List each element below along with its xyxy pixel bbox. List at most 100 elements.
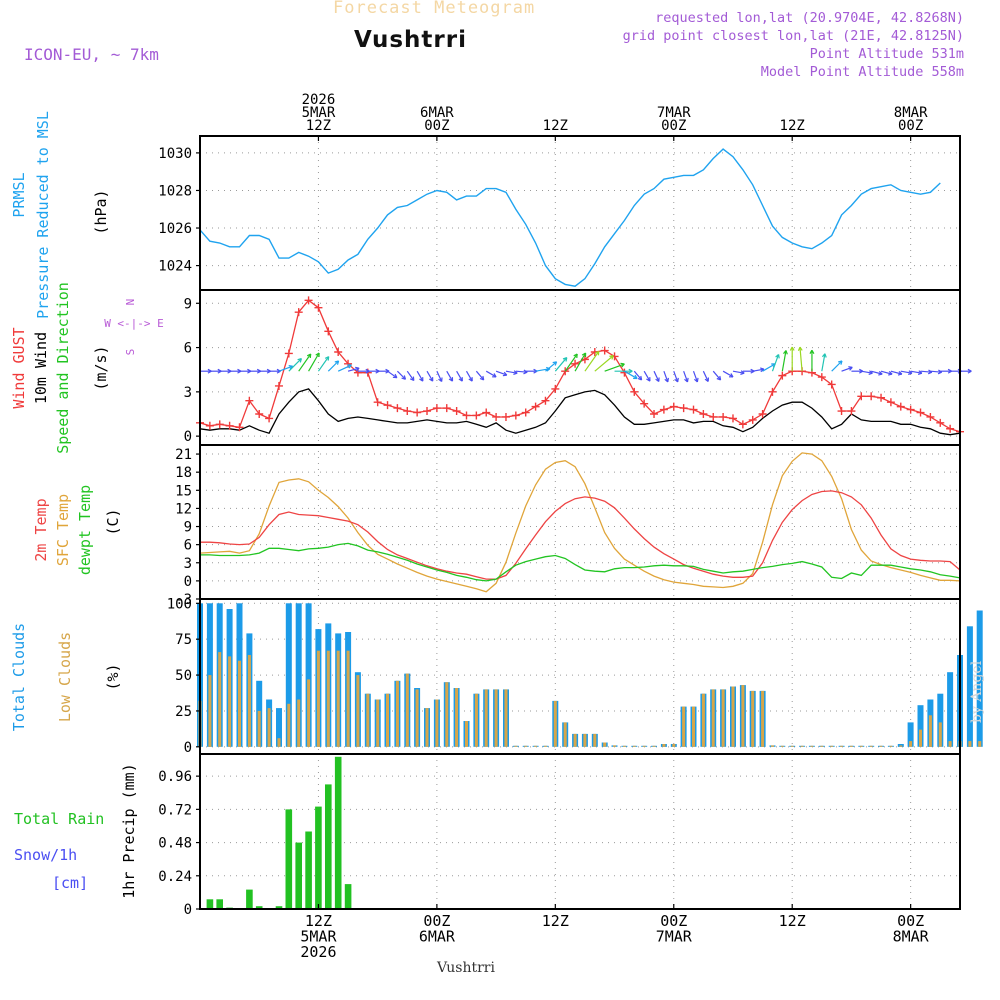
wind-arrow-head — [967, 368, 972, 374]
low-clouds-bar — [642, 745, 646, 747]
wind-arrow-head — [775, 354, 780, 359]
wind-direction-arrow — [396, 370, 406, 380]
low-clouds-bar — [474, 693, 478, 747]
bottom-time-label: 00Z — [897, 912, 924, 930]
top-time-label: 00Z — [661, 118, 686, 134]
wind-arrow-head — [428, 377, 434, 382]
wind-direction-arrow — [799, 347, 803, 372]
wind-arrow-head — [637, 375, 643, 381]
y-tick-label: 1028 — [158, 183, 192, 199]
wind-gust-point — [926, 412, 935, 421]
rain-bar — [285, 809, 293, 909]
bottom-time-label: 12Z — [305, 912, 332, 930]
wind-gust-point — [699, 410, 708, 418]
low-clouds-bar — [948, 741, 952, 747]
low-clouds-bar — [622, 745, 626, 747]
wind-direction-arrow — [930, 370, 942, 373]
wind-direction-arrow — [663, 370, 669, 383]
low-clouds-bar — [356, 675, 360, 747]
wind-arrow-head — [401, 375, 407, 380]
wind-gust-point — [679, 404, 688, 413]
y-tick-label: 25 — [175, 704, 192, 720]
location-title: Vushtrri — [354, 27, 467, 53]
wind-direction-arrow — [456, 370, 463, 382]
bottom-time-label: 00Z — [660, 912, 687, 930]
wind-gust-point — [521, 408, 530, 417]
low-clouds-bar — [395, 680, 399, 747]
panel-frame-wind — [199, 289, 961, 446]
wind-gust-point — [442, 404, 451, 413]
wind-direction-arrow — [841, 366, 853, 372]
wind-arrow-head — [609, 355, 614, 360]
low-clouds-bar — [504, 689, 508, 747]
wind-arrow-head — [848, 366, 853, 371]
y-tick-label: 12 — [175, 501, 192, 517]
wind-gust-point — [334, 348, 343, 356]
wind-gust-point — [738, 420, 747, 429]
low-clouds-bar — [238, 660, 241, 747]
temp-unit-label: (C) — [104, 508, 122, 535]
rain-bar — [344, 884, 352, 909]
wind-gust-point — [877, 393, 886, 402]
wind-arrow-head — [573, 353, 578, 359]
wind-arrow-head — [760, 367, 765, 373]
wind-arrow-head — [694, 377, 699, 383]
top-time-label: 12Z — [543, 118, 568, 134]
wind-direction-arrow — [880, 370, 893, 375]
wind-direction-arrow — [554, 357, 568, 372]
low-clouds-bar — [366, 693, 370, 747]
wind-direction-arrow — [406, 370, 415, 381]
wind-gust-point — [235, 423, 244, 432]
y-tick-label: 0.24 — [158, 869, 192, 885]
rain-bar — [305, 831, 312, 909]
low-clouds-bar — [267, 708, 271, 747]
panel-frame-clouds — [199, 598, 961, 755]
wind-gust-point — [284, 349, 293, 358]
wind-direction-arrow — [485, 370, 497, 378]
wind-arrow-head — [868, 370, 873, 375]
total-clouds-bar — [295, 603, 302, 747]
wind-direction-arrow — [900, 370, 913, 374]
wind-arrow-head — [646, 377, 651, 382]
wind-gust-point — [314, 303, 323, 312]
y-tick-label: -3 — [175, 592, 192, 608]
wind-direction-arrow — [308, 352, 320, 372]
wind-title-10m: 10m Wind — [32, 332, 50, 404]
low-clouds-bar — [613, 745, 616, 747]
wind-direction-arrow — [702, 370, 709, 382]
temp-title-2m: 2m Temp — [32, 498, 50, 561]
wind-gust-point — [916, 408, 925, 417]
wind-direction-arrow — [515, 370, 528, 373]
wind-arrow-head — [297, 358, 302, 363]
low-clouds-bar — [968, 741, 972, 747]
wind-direction-arrow — [604, 363, 625, 372]
wind-gust-point — [906, 405, 915, 414]
wind-gust-point — [373, 398, 382, 407]
wind-arrow-head — [523, 369, 528, 375]
low-clouds-bar — [484, 689, 488, 747]
text-layer: 1024 1026 1028 1030 0 3 6 9 -3 0 3 6 9 12 15 18 21 0 25 50 7… — [10, 92, 930, 976]
low-clouds-bar — [978, 741, 982, 747]
wind-gust-point — [472, 411, 481, 420]
low-clouds-bar — [672, 744, 676, 747]
low-clouds-bar — [455, 688, 459, 747]
wind-direction-arrow — [673, 370, 679, 383]
y-tick-label: 0 — [184, 740, 192, 756]
low-clouds-bar — [849, 745, 853, 747]
low-clouds-bar — [494, 689, 498, 747]
wind-gust-point — [867, 392, 876, 401]
low-clouds-bar — [859, 745, 863, 747]
y-tick-label: 1024 — [158, 259, 192, 275]
low-clouds-bar — [376, 699, 380, 747]
low-clouds-bar — [909, 741, 913, 747]
wind-gust-point — [551, 384, 560, 393]
low-clouds-bar — [721, 689, 725, 747]
wind-arrow-head — [783, 350, 788, 355]
low-clouds-bar — [879, 745, 883, 747]
clouds-title-total: Total Clouds — [10, 623, 28, 731]
wind-arrow-head — [897, 370, 903, 376]
wind-gust-point — [432, 404, 441, 413]
rain-bar — [206, 899, 214, 909]
y-tick-label: 50 — [175, 668, 192, 684]
wind-arrow-head — [937, 369, 943, 375]
